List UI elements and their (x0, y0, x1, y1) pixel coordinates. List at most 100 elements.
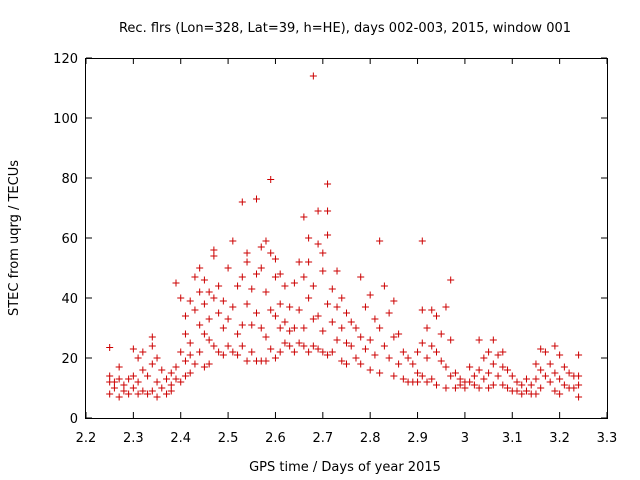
data-point (480, 375, 488, 383)
data-point (480, 354, 488, 362)
data-point (314, 345, 322, 353)
data-point (286, 342, 294, 350)
data-point (167, 387, 175, 395)
data-point (305, 258, 313, 266)
data-point (537, 366, 545, 374)
data-point (205, 360, 213, 368)
data-point (106, 390, 114, 398)
data-point (390, 372, 398, 380)
data-point (234, 351, 242, 359)
data-point (158, 366, 166, 374)
data-point (333, 303, 341, 311)
x-tick-label: 2.8 (360, 431, 381, 446)
data-point (532, 360, 540, 368)
data-point (177, 348, 185, 356)
data-point (262, 288, 270, 296)
data-point (390, 297, 398, 305)
y-axis-label: STEC from uqrg / TECUs (7, 160, 22, 316)
data-point (276, 348, 284, 356)
data-point (504, 366, 512, 374)
data-point (238, 342, 246, 350)
data-point (271, 312, 279, 320)
data-point (167, 369, 175, 377)
data-point (395, 330, 403, 338)
data-point (527, 381, 535, 389)
data-point (319, 348, 327, 356)
data-point (219, 324, 227, 332)
y-tick-label: 120 (53, 52, 78, 67)
data-point (437, 357, 445, 365)
data-point (418, 306, 426, 314)
y-tick-label: 100 (53, 112, 78, 127)
data-point (210, 252, 218, 260)
data-point (153, 393, 161, 401)
data-point (286, 303, 294, 311)
data-point (186, 297, 194, 305)
data-point (191, 306, 199, 314)
data-point (172, 279, 180, 287)
data-point (276, 300, 284, 308)
data-point (575, 372, 583, 380)
data-point (219, 351, 227, 359)
data-point (281, 318, 289, 326)
data-point (210, 294, 218, 302)
data-point (314, 240, 322, 248)
data-point (181, 330, 189, 338)
data-point (380, 342, 388, 350)
data-point (499, 363, 507, 371)
data-point (186, 351, 194, 359)
data-point (148, 360, 156, 368)
data-point (129, 345, 137, 353)
data-point (494, 372, 502, 380)
data-point (106, 372, 114, 380)
data-point (428, 342, 436, 350)
data-point (518, 381, 526, 389)
x-axis-label: GPS time / Days of year 2015 (249, 460, 441, 475)
data-point (432, 348, 440, 356)
x-tick-label: 2.9 (407, 431, 428, 446)
data-point (456, 375, 464, 383)
data-point (186, 369, 194, 377)
data-point (366, 336, 374, 344)
data-point (229, 348, 237, 356)
data-point (191, 273, 199, 281)
data-point (352, 324, 360, 332)
data-point (181, 312, 189, 320)
data-point (376, 324, 384, 332)
data-point (347, 342, 355, 350)
data-point (513, 378, 521, 386)
data-point (556, 375, 564, 383)
data-point (447, 336, 455, 344)
data-point (461, 384, 469, 392)
data-point (234, 282, 242, 290)
data-point (125, 375, 133, 383)
data-point (361, 345, 369, 353)
data-point (309, 72, 317, 80)
data-point (200, 276, 208, 284)
data-point (371, 315, 379, 323)
data-point (177, 378, 185, 386)
data-point (442, 303, 450, 311)
data-point (399, 375, 407, 383)
data-point (305, 348, 313, 356)
data-point (470, 381, 478, 389)
data-point (309, 315, 317, 323)
data-point (205, 336, 213, 344)
data-point (139, 366, 147, 374)
data-point (200, 330, 208, 338)
data-point (485, 384, 493, 392)
data-point (148, 333, 156, 341)
data-point (324, 207, 332, 215)
data-point (129, 372, 137, 380)
data-point (314, 312, 322, 320)
data-point (172, 363, 180, 371)
data-point (466, 363, 474, 371)
data-point (271, 255, 279, 263)
data-point (423, 324, 431, 332)
data-point (537, 345, 545, 353)
data-point (404, 354, 412, 362)
data-point (248, 285, 256, 293)
data-point (281, 282, 289, 290)
data-point (125, 390, 133, 398)
data-point (110, 384, 118, 392)
